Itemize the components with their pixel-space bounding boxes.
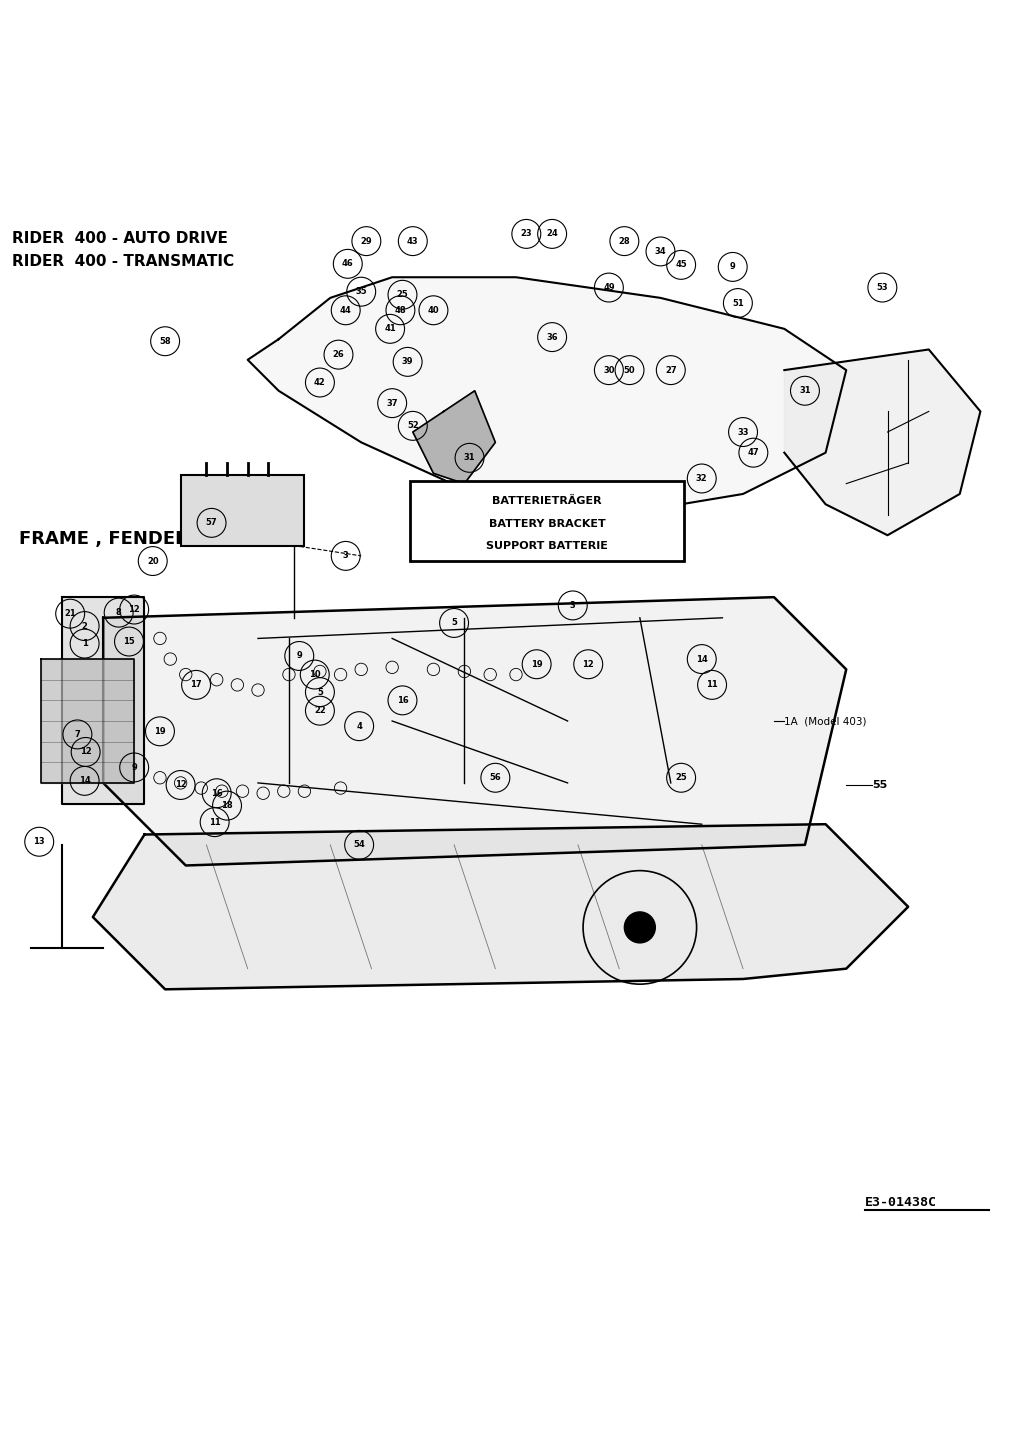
Text: 55: 55 [872, 780, 888, 790]
Text: 42: 42 [314, 378, 326, 386]
Text: 49: 49 [603, 283, 615, 293]
Text: RIDER  400 - TRANSMATIC: RIDER 400 - TRANSMATIC [12, 254, 234, 268]
Polygon shape [93, 825, 908, 989]
Text: 30: 30 [603, 366, 615, 375]
Text: 2: 2 [82, 622, 88, 630]
Text: 9: 9 [131, 763, 137, 771]
Text: RIDER  400 - AUTO DRIVE: RIDER 400 - AUTO DRIVE [12, 231, 228, 245]
Text: 34: 34 [654, 247, 667, 255]
Text: 7: 7 [74, 730, 80, 738]
Text: 10: 10 [309, 671, 321, 679]
Text: 33: 33 [737, 427, 749, 437]
Text: 58: 58 [159, 337, 171, 346]
Text: 5: 5 [451, 619, 457, 627]
Text: 3: 3 [570, 601, 576, 610]
Text: 16: 16 [211, 789, 223, 797]
Text: 54: 54 [353, 841, 365, 849]
Polygon shape [413, 391, 495, 483]
Text: SUPPORT BATTERIE: SUPPORT BATTERIE [486, 541, 608, 551]
Text: 35: 35 [355, 287, 367, 296]
Text: 32: 32 [696, 474, 708, 483]
Text: 25: 25 [675, 773, 687, 782]
Text: 5: 5 [317, 688, 323, 696]
FancyBboxPatch shape [410, 480, 684, 561]
Text: 19: 19 [154, 727, 166, 735]
Text: 48: 48 [394, 306, 407, 314]
Text: 26: 26 [332, 350, 345, 359]
Text: 15: 15 [123, 637, 135, 646]
Text: 12: 12 [79, 747, 92, 757]
Text: 1A  (Model 403): 1A (Model 403) [784, 717, 867, 725]
Text: 31: 31 [463, 453, 476, 463]
Text: E3-01438C: E3-01438C [865, 1195, 937, 1210]
Text: 14: 14 [696, 655, 708, 663]
Text: 52: 52 [407, 421, 419, 430]
Text: 13: 13 [33, 838, 45, 846]
Text: 31: 31 [799, 386, 811, 395]
Polygon shape [248, 277, 846, 515]
Polygon shape [103, 597, 846, 865]
Text: 9: 9 [296, 652, 302, 660]
Text: 41: 41 [384, 324, 396, 333]
Circle shape [624, 911, 655, 943]
Text: 4: 4 [356, 721, 362, 731]
Text: 18: 18 [221, 802, 233, 810]
Text: 11: 11 [208, 818, 221, 826]
Polygon shape [784, 349, 980, 535]
Text: FRAME , FENDER: FRAME , FENDER [19, 531, 189, 548]
Text: 21: 21 [64, 609, 76, 619]
Text: 47: 47 [592, 521, 605, 529]
Text: BATTERY BRACKET: BATTERY BRACKET [488, 519, 606, 529]
Text: 16: 16 [396, 696, 409, 705]
Text: 47: 47 [747, 448, 760, 457]
Text: 11: 11 [706, 681, 718, 689]
Text: 39: 39 [401, 358, 414, 366]
Text: 44: 44 [340, 306, 352, 314]
Text: 1: 1 [82, 639, 88, 647]
Text: 19: 19 [530, 660, 543, 669]
Text: 14: 14 [78, 776, 91, 786]
Text: 24: 24 [546, 229, 558, 238]
Text: 53: 53 [876, 283, 889, 293]
Polygon shape [62, 597, 144, 803]
Text: 43: 43 [407, 236, 419, 245]
Text: 56: 56 [489, 773, 502, 782]
Text: 12: 12 [582, 660, 594, 669]
Text: 12: 12 [128, 606, 140, 614]
Text: 8: 8 [116, 609, 122, 617]
Polygon shape [41, 659, 134, 783]
Text: 12: 12 [174, 780, 187, 789]
Text: 23: 23 [520, 229, 533, 238]
Text: 57: 57 [205, 518, 218, 528]
Text: 50: 50 [623, 366, 636, 375]
Text: 9: 9 [730, 262, 736, 271]
Text: 3: 3 [343, 551, 349, 561]
Text: 46: 46 [342, 260, 354, 268]
Text: 27: 27 [665, 366, 677, 375]
Text: 28: 28 [618, 236, 631, 245]
Text: 51: 51 [732, 298, 744, 307]
Text: 37: 37 [386, 398, 398, 408]
Text: 45: 45 [675, 261, 687, 270]
Text: 22: 22 [314, 707, 326, 715]
Text: 17: 17 [190, 681, 202, 689]
Text: BATTERIETRÄGER: BATTERIETRÄGER [492, 496, 602, 506]
Text: 36: 36 [546, 333, 558, 342]
Text: 20: 20 [147, 557, 159, 565]
Text: 40: 40 [427, 306, 440, 314]
Text: 29: 29 [360, 236, 373, 245]
Text: 25: 25 [396, 290, 409, 300]
Bar [181, 476, 304, 545]
